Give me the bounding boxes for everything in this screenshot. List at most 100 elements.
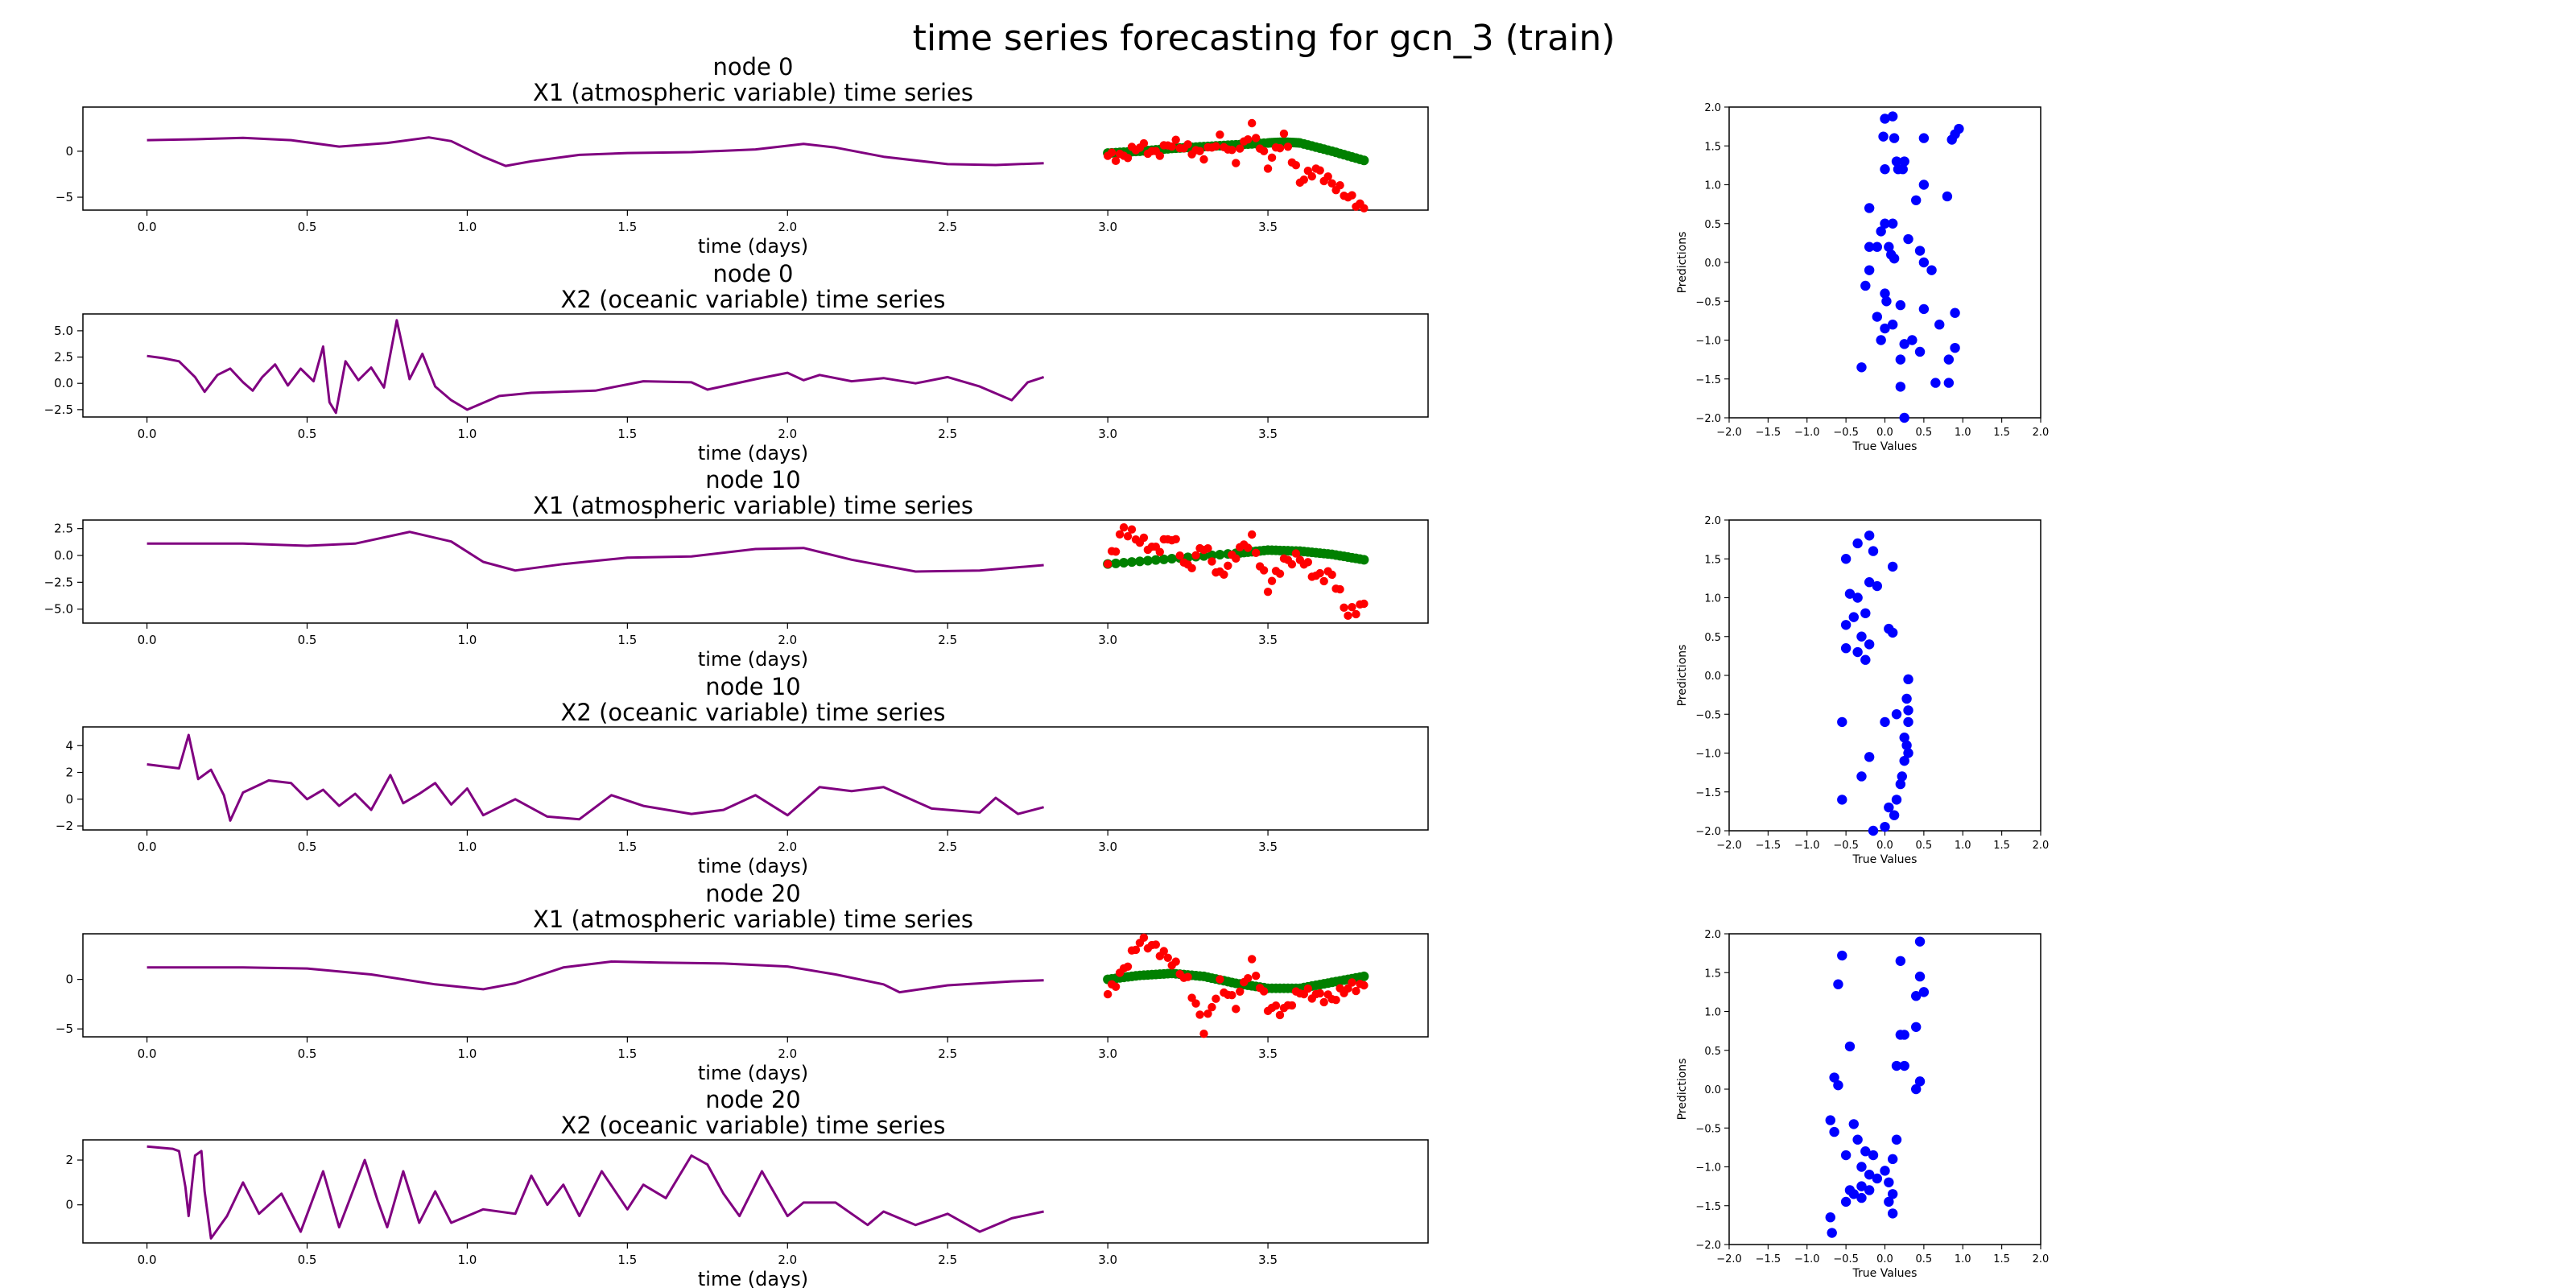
scatter-point <box>1899 156 1909 167</box>
truth-point <box>1228 146 1236 155</box>
scatter-point <box>1852 538 1863 549</box>
scatter-point <box>1864 530 1875 541</box>
scatter-point <box>1903 705 1913 716</box>
truth-point <box>1232 1005 1241 1013</box>
y-tick-label: 0 <box>65 144 73 159</box>
truth-point <box>1251 134 1261 142</box>
scatter-x-tick-label: 1.0 <box>1955 1253 1971 1265</box>
x-tick-label: 3.5 <box>1258 427 1278 441</box>
panel-frame <box>82 726 1429 831</box>
scatter-point <box>1907 335 1918 345</box>
truth-point <box>1344 611 1352 621</box>
scatter-point <box>1856 362 1867 373</box>
scatter-point <box>1880 323 1890 334</box>
truth-point <box>1315 568 1324 578</box>
panel-title-node: node 0 <box>712 53 793 80</box>
truth-point <box>1191 999 1200 1008</box>
truth-point <box>1155 547 1164 556</box>
scatter-y-tick-label: 2.0 <box>1704 515 1721 527</box>
scatter-x-tick-label: −0.5 <box>1833 1253 1859 1265</box>
scatter-point <box>1844 1041 1856 1052</box>
y-tick-label: −5 <box>56 190 73 204</box>
y-tick-label: 0 <box>65 1198 73 1212</box>
truth-point <box>1123 531 1133 541</box>
scatter-point <box>1840 643 1852 654</box>
truth-point <box>1139 933 1149 943</box>
history-line <box>147 136 1044 167</box>
scatter-y-tick-label: −0.5 <box>1695 296 1721 308</box>
scatter-point <box>1880 114 1890 124</box>
truth-point <box>1175 551 1184 560</box>
prediction-point <box>1111 558 1121 568</box>
scatter-point <box>1930 378 1941 388</box>
scatter-point <box>1833 979 1843 989</box>
scatter-frame <box>1728 933 2041 1245</box>
x-tick-label: 1.5 <box>617 427 637 441</box>
scatter-point <box>1943 378 1955 388</box>
prediction-point <box>1359 971 1369 981</box>
truth-point <box>1187 564 1196 573</box>
scatter-point <box>1891 795 1902 805</box>
truth-point <box>1232 159 1241 167</box>
x-tick-label: 3.5 <box>1258 840 1278 854</box>
scatter-point <box>1891 156 1902 167</box>
prediction-point <box>1199 551 1209 561</box>
scatter-point <box>1895 382 1906 392</box>
scatter-point <box>1829 1072 1839 1083</box>
scatter-x-label: True Values <box>1852 440 1918 453</box>
scatter-point <box>1872 312 1883 322</box>
truth-point <box>1191 551 1200 560</box>
scatter-point <box>1918 303 1930 315</box>
y-tick-label: −5.0 <box>44 602 73 617</box>
truth-point <box>1212 994 1220 1003</box>
truth-point <box>1103 559 1113 568</box>
scatter-point <box>1914 1076 1926 1087</box>
panel-frame <box>82 106 1429 211</box>
scatter-point <box>1864 1185 1875 1195</box>
y-tick-label: 5.0 <box>54 324 73 338</box>
x-tick-label: 2.5 <box>938 220 957 234</box>
scatter-point <box>1864 752 1875 762</box>
truth-point <box>1127 525 1137 534</box>
scatter-point <box>1844 588 1856 599</box>
scatter-y-tick-label: −1.5 <box>1695 374 1721 386</box>
x-tick-label: 1.5 <box>617 840 637 854</box>
scatter-point <box>1899 755 1909 766</box>
scatter-y-tick-label: −1.0 <box>1695 1162 1721 1174</box>
scatter-point <box>1872 242 1883 252</box>
truth-point <box>1115 530 1125 539</box>
scatter-point <box>1825 1115 1835 1125</box>
truth-point <box>1287 559 1297 569</box>
scatter-point <box>1860 280 1871 291</box>
scatter-point <box>1903 748 1913 758</box>
truth-point <box>1216 975 1224 984</box>
scatter-point <box>1887 561 1898 572</box>
truth-point <box>1195 147 1204 155</box>
scatter-x-tick-label: −2.0 <box>1716 427 1742 439</box>
scatter-point <box>1880 716 1890 728</box>
prediction-point <box>1359 155 1369 166</box>
truth-point <box>1259 566 1269 575</box>
y-tick-label: 2 <box>65 1153 73 1167</box>
truth-point <box>1327 179 1336 188</box>
x-axis-label: time (days) <box>698 442 808 464</box>
prediction-point <box>1166 554 1177 564</box>
scatter-point <box>1872 1173 1883 1184</box>
scatter-point <box>1860 608 1871 618</box>
scatter-point <box>1848 1189 1859 1199</box>
truth-point <box>1123 154 1133 163</box>
scatter-x-tick-label: 1.5 <box>1993 427 2010 439</box>
x-tick-label: 2.0 <box>778 1253 797 1267</box>
scatter-y-tick-label: −2.0 <box>1695 413 1721 425</box>
scatter-point <box>1914 246 1926 256</box>
truth-point <box>1212 142 1220 151</box>
scatter-point <box>1864 203 1875 213</box>
scatter-point <box>1876 335 1886 345</box>
truth-point <box>1247 118 1257 128</box>
scatter-point <box>1840 554 1852 564</box>
scatter-point <box>1864 265 1875 275</box>
truth-point <box>1220 570 1228 579</box>
scatter-point <box>1868 546 1879 556</box>
history-line <box>147 319 1045 415</box>
x-tick-label: 3.0 <box>1098 633 1117 647</box>
